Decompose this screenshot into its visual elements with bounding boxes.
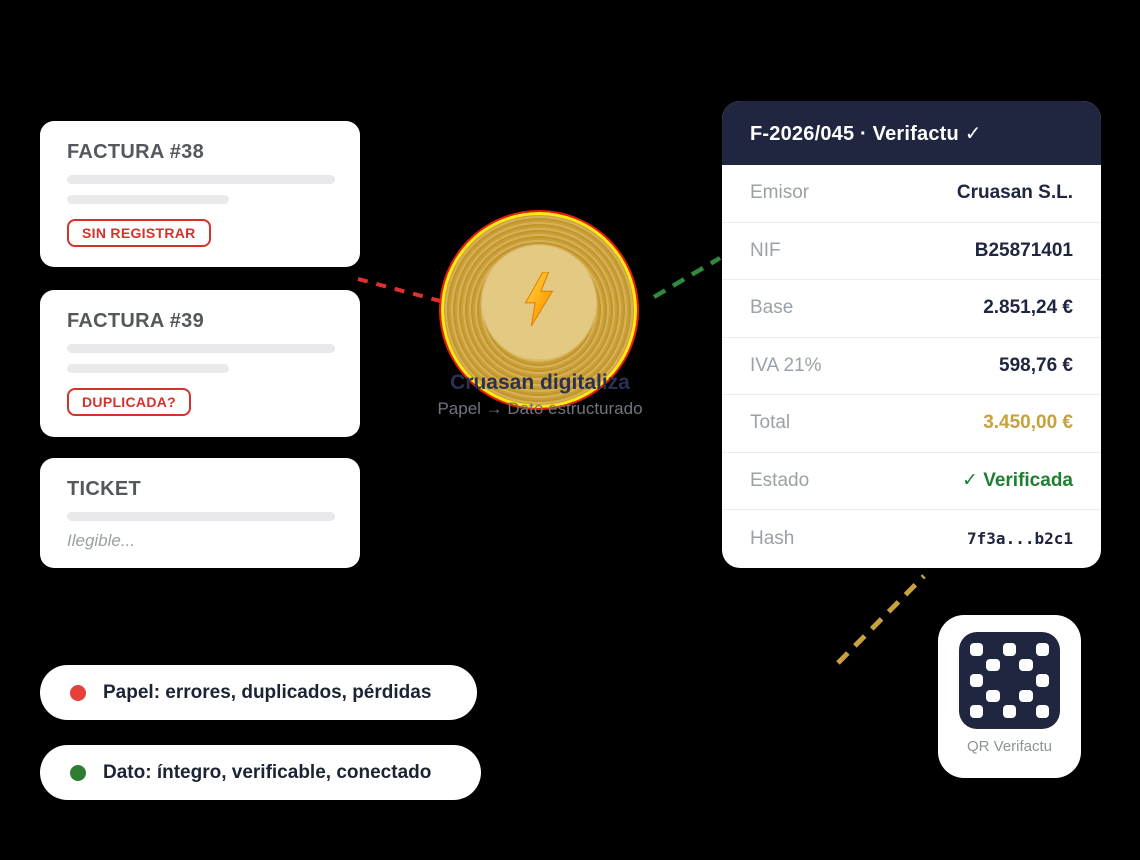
legend-pill-paper: Papel: errores, duplicados, pérdidas: [40, 665, 477, 720]
qr-cell: [1019, 643, 1032, 656]
invoice-to-qr-dashed-line: [836, 574, 926, 665]
green-dot-icon: [70, 764, 86, 781]
coin-to-invoice-dashed-line: [652, 256, 722, 299]
row-label: IVA 21%: [750, 354, 822, 376]
qr-cell: [1019, 658, 1033, 672]
skeleton-bar: [67, 364, 229, 373]
qr-cell: [1003, 690, 1016, 703]
doc-title: TICKET: [67, 478, 142, 500]
row-label: NIF: [750, 239, 781, 261]
row-value-hash: 7f3a...b2c1: [967, 529, 1073, 549]
row-label: Hash: [750, 527, 795, 549]
legend-text: Papel: errores, duplicados, pérdidas: [103, 681, 432, 703]
row-value-total: 3.450,00 €: [983, 412, 1073, 434]
processor-subtitle: Papel → Dato estructurado: [437, 399, 643, 418]
invoice-header: F-2026/045 · Verifactu ✓: [722, 101, 1101, 165]
processor-title: Cruasan digitaliza: [450, 371, 630, 394]
qr-cell: [1003, 674, 1016, 687]
skeleton-bar: [67, 512, 335, 521]
qr-cell: [1002, 705, 1017, 718]
row-value: B25871401: [974, 239, 1073, 261]
qr-cell: [986, 689, 1000, 703]
skeleton-bar: [67, 195, 229, 204]
invoice-row-nif: NIF B25871401: [722, 223, 1101, 280]
row-label: Base: [750, 297, 794, 319]
qr-cell: [986, 643, 999, 656]
qr-cell: [1035, 674, 1049, 687]
qr-cell: [1019, 674, 1032, 687]
qr-cell: [1036, 659, 1049, 672]
doc-title: FACTURA #38: [67, 141, 205, 163]
qr-cell: [970, 659, 983, 672]
skeleton-bar: [67, 344, 335, 353]
qr-cell: [970, 643, 984, 656]
qr-label: QR Verifactu: [966, 738, 1053, 755]
invoice-row-base: Base 2.851,24 €: [722, 280, 1101, 338]
row-value: Cruasan S.L.: [956, 182, 1073, 204]
paper-to-coin-dashed-line: [357, 277, 445, 304]
invoice-row-hash: Hash 7f3a...b2c1: [722, 510, 1101, 568]
row-label: Emisor: [750, 182, 810, 204]
qr-cell: [986, 658, 1000, 672]
invoice-card: F-2026/045 · Verifactu ✓ Emisor Cruasan …: [722, 101, 1101, 568]
invoice-row-estado: Estado ✓ Verificada: [722, 453, 1101, 510]
illegible-note: Ilegible...: [67, 531, 136, 550]
qr-cell: [986, 705, 999, 718]
qr-grid: [959, 632, 1060, 729]
invoice-row-iva: IVA 21% 598,76 €: [722, 338, 1101, 395]
red-dot-icon: [70, 684, 86, 701]
qr-cell: [970, 674, 984, 687]
qr-cell: [1019, 689, 1033, 703]
status-badge-duplicada: DUPLICADA?: [67, 388, 191, 416]
qr-card: QR Verifactu: [938, 615, 1081, 778]
row-value: 598,76 €: [999, 354, 1073, 376]
qr-cell: [1036, 690, 1049, 703]
qr-cell: [1035, 705, 1049, 718]
digitizer-coin: [441, 212, 637, 408]
doc-card-ticket: TICKET Ilegible...: [40, 458, 360, 568]
qr-cell: [1003, 659, 1016, 672]
row-value: 2.851,24 €: [983, 297, 1073, 319]
qr-cell: [1019, 705, 1032, 718]
legend-pill-data: Dato: íntegro, verificable, conectado: [40, 745, 481, 800]
qr-cell: [1035, 643, 1049, 656]
qr-cell: [970, 690, 983, 703]
row-label: Estado: [750, 469, 810, 491]
legend-text: Dato: íntegro, verificable, conectado: [103, 761, 432, 783]
qr-cell: [1002, 643, 1017, 656]
row-label: Total: [750, 412, 791, 434]
lightning-bolt-icon: [524, 271, 554, 326]
qr-cell: [986, 674, 999, 687]
doc-title: FACTURA #39: [67, 310, 205, 332]
invoice-row-total: Total 3.450,00 €: [722, 395, 1101, 453]
qr-cell: [970, 705, 984, 718]
status-badge-sin-registrar: SIN REGISTRAR: [67, 219, 211, 247]
skeleton-bar: [67, 175, 335, 184]
row-value-verified: ✓ Verificada: [962, 470, 1073, 492]
doc-card-factura-38: FACTURA #38 SIN REGISTRAR: [40, 121, 360, 267]
doc-card-factura-39: FACTURA #39 DUPLICADA?: [40, 290, 360, 437]
invoice-row-emisor: Emisor Cruasan S.L.: [722, 165, 1101, 223]
